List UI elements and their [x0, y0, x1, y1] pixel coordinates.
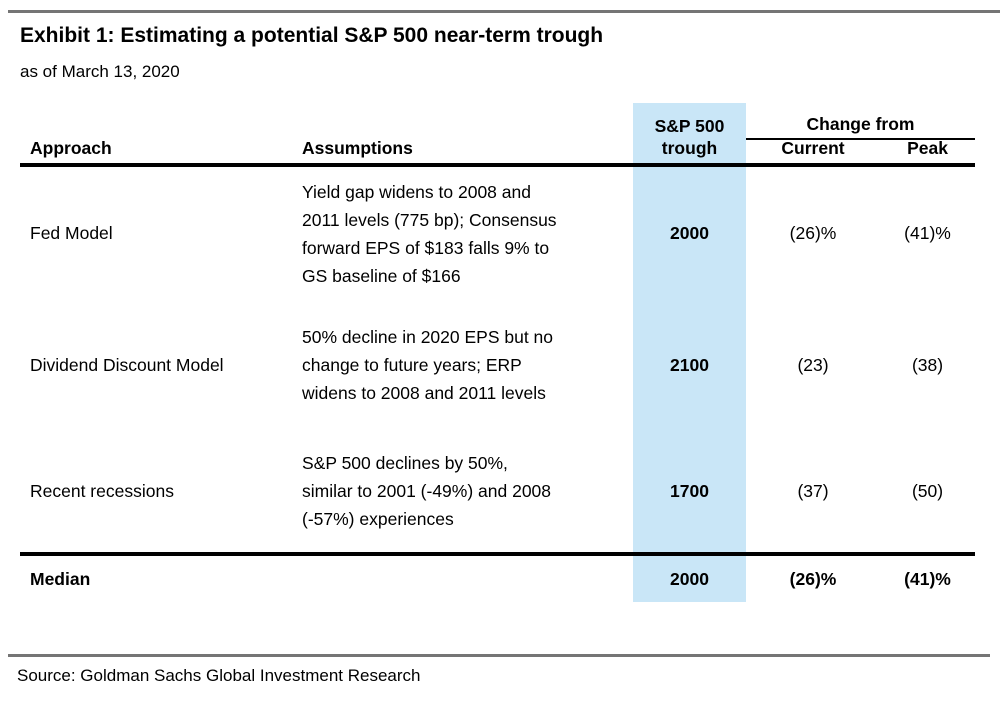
source-note: Source: Goldman Sachs Global Investment … — [17, 666, 421, 685]
peak-value-ddm: (38) — [911, 354, 944, 375]
median-label: Median — [20, 552, 302, 602]
estimate-table: S&P 500 Change from Approach Assumptions… — [20, 103, 975, 602]
assumptions-cell-ddm: 50% decline in 2020 EPS but no change to … — [302, 300, 633, 430]
approach-cell-ddm: Dividend Discount Model — [30, 354, 224, 375]
col-header-peak: Peak — [880, 138, 975, 167]
median-trough-value: 2000 — [633, 552, 746, 602]
peak-value-fed-model: (41)% — [904, 223, 951, 243]
trough-value-recessions: 1700 — [633, 430, 746, 552]
approach-cell-recessions: Recent recessions — [30, 480, 174, 501]
assumptions-text: Yield gap widens to 2008 and 2011 levels … — [302, 181, 557, 286]
median-current-value: (26)% — [746, 552, 880, 602]
header-spacer-approach — [20, 103, 302, 140]
col-header-approach: Approach — [20, 138, 302, 167]
current-value-recessions: (37) — [797, 480, 829, 501]
peak-value-recessions: (50) — [911, 480, 944, 501]
exhibit-subtitle: as of March 13, 2020 — [20, 62, 180, 81]
assumptions-text: S&P 500 declines by 50%, similar to 2001 … — [302, 453, 552, 529]
assumptions-cell-recessions: S&P 500 declines by 50%, similar to 2001 … — [302, 430, 633, 552]
trough-value-ddm: 2100 — [633, 300, 746, 430]
assumptions-cell-fed-model: Yield gap widens to 2008 and 2011 levels … — [302, 167, 633, 300]
trough-value-fed-model: 2000 — [633, 167, 746, 300]
median-spacer — [302, 552, 633, 602]
current-value-fed-model: (26)% — [789, 223, 837, 243]
assumptions-text: 50% decline in 2020 EPS but no change to … — [302, 327, 554, 403]
median-peak-value: (41)% — [880, 552, 975, 602]
col-header-current: Current — [746, 138, 880, 167]
approach-cell-fed-model: Fed Model — [30, 223, 113, 243]
col-header-trough: trough — [633, 138, 746, 167]
exhibit-title: Exhibit 1: Estimating a potential S&P 50… — [20, 24, 604, 47]
top-divider — [8, 10, 1000, 13]
bottom-divider — [8, 654, 990, 657]
col-header-assumptions: Assumptions — [302, 138, 633, 167]
col-header-sp500: S&P 500 — [633, 103, 746, 140]
header-spacer-assumptions — [302, 103, 633, 140]
col-header-change-from: Change from — [746, 103, 975, 140]
current-value-ddm: (23) — [797, 354, 829, 375]
